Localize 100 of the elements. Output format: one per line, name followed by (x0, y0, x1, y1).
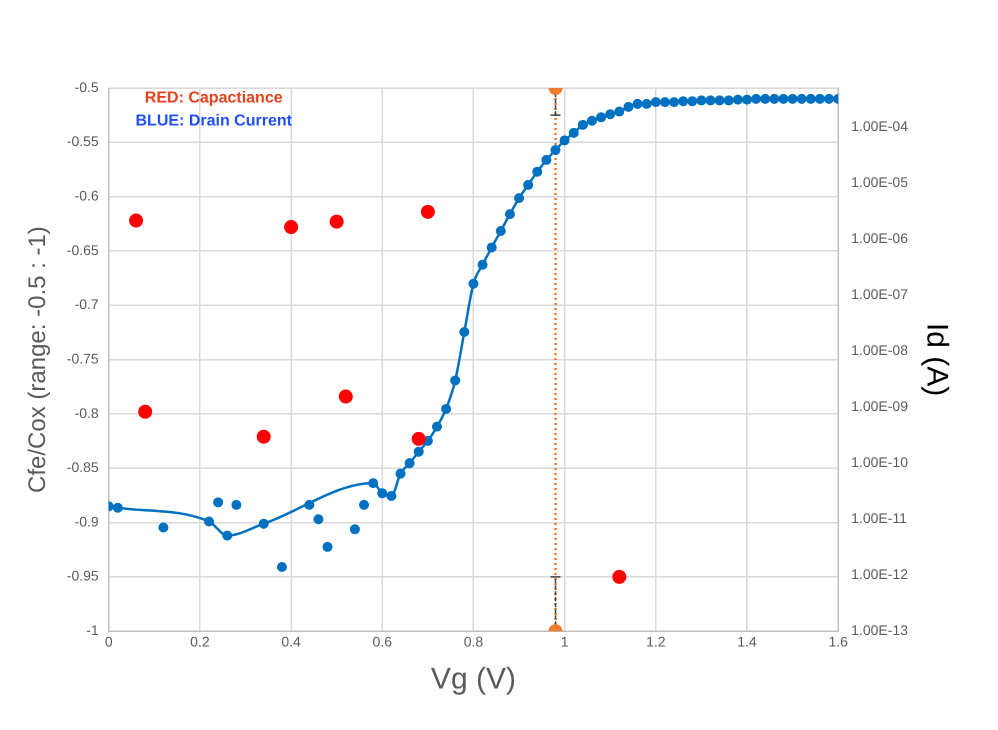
point (650, 97, 661, 108)
point (377, 488, 388, 498)
point (824, 94, 834, 104)
y2-tick-label: 1.00E-09 (851, 398, 908, 414)
point (751, 94, 762, 104)
point (806, 94, 816, 104)
point (623, 102, 634, 112)
x-tick-label: 1.2 (646, 633, 666, 650)
y2-tick-label: 1.00E-07 (851, 286, 908, 302)
point (642, 98, 652, 109)
point (368, 478, 378, 488)
annotation: RED: Capactiance (144, 89, 283, 106)
point (322, 542, 333, 552)
point (504, 209, 515, 220)
point (724, 95, 734, 106)
point (687, 96, 698, 106)
y-tick-label: -0.5 (74, 78, 99, 95)
point (338, 390, 353, 404)
x-tick-label: 0.6 (372, 633, 392, 650)
point (158, 522, 168, 533)
point (222, 530, 232, 541)
point (660, 97, 670, 108)
point (706, 95, 716, 106)
y-tick-label: -0.85 (66, 459, 99, 476)
y2-tick-label: 1.00E-13 (851, 622, 908, 638)
point (231, 500, 242, 510)
point (129, 214, 144, 228)
point (204, 516, 214, 526)
y2-tick-label: 1.00E-05 (851, 174, 908, 190)
y-tick-label: -0.9 (74, 513, 99, 530)
point (468, 278, 478, 289)
point (396, 468, 406, 479)
x-tick-label: 1.4 (737, 633, 757, 650)
point (632, 98, 643, 109)
point (523, 180, 534, 190)
point (313, 514, 324, 524)
point (258, 518, 269, 529)
y-tick-label: -0.8 (74, 404, 99, 421)
point (404, 458, 415, 468)
y-tick-label: -0.75 (66, 350, 99, 366)
point (412, 432, 426, 446)
y2-tick-label: 1.00E-08 (851, 342, 908, 358)
y-tick-label: -0.95 (66, 568, 99, 584)
point (612, 570, 626, 584)
point (414, 446, 424, 457)
y-tick-label: -0.6 (74, 188, 99, 204)
y2-tick-label: 1.00E-12 (851, 566, 908, 582)
point (441, 404, 452, 414)
y2-axis-title: Id (A) (920, 322, 954, 396)
y2-tick-label: 1.00E-04 (851, 118, 908, 134)
point (541, 154, 552, 165)
point (276, 562, 287, 572)
y-tick-label: -0.55 (66, 133, 99, 150)
point (138, 404, 152, 419)
y2-tick-label: 1.00E-11 (851, 510, 908, 526)
y2-tick-label: 1.00E-10 (851, 454, 908, 470)
point (532, 166, 542, 177)
point (359, 500, 370, 510)
x-tick-label: 0 (104, 633, 113, 650)
x-tick-label: 0.8 (464, 633, 484, 650)
point (614, 106, 624, 117)
point (578, 120, 588, 130)
point (420, 204, 435, 219)
point (814, 94, 825, 104)
point (486, 242, 497, 252)
point (330, 214, 344, 229)
point (112, 502, 123, 513)
annotation: BLUE: Drain Current (135, 112, 293, 130)
point (605, 109, 616, 120)
point (350, 524, 360, 534)
point (450, 375, 460, 386)
point (568, 128, 579, 138)
point (284, 220, 298, 234)
x-axis-title: Vg (V) (430, 662, 516, 696)
point (714, 95, 725, 106)
point (732, 94, 743, 105)
point (213, 497, 224, 508)
x-tick-label: 1 (560, 633, 569, 650)
point (678, 96, 688, 106)
point (256, 430, 271, 444)
point (760, 94, 770, 104)
point (788, 94, 798, 104)
point (586, 116, 597, 126)
point (769, 94, 780, 104)
point (596, 112, 606, 122)
x-tick-label: 0.4 (281, 633, 302, 650)
point (432, 422, 442, 432)
y-axis-title: Cfe/Cox (range: -0.5 : -1) (24, 226, 52, 493)
point (560, 135, 570, 146)
x-tick-label: 1.6 (828, 633, 848, 650)
y2-tick-label: 1.00E-06 (851, 230, 908, 246)
point (669, 97, 680, 108)
point (514, 193, 524, 204)
y-tick-label: -1 (86, 622, 99, 638)
x-tick-label: 0.2 (190, 633, 210, 650)
y-tick-label: -0.65 (66, 242, 99, 258)
point (550, 145, 561, 156)
point (796, 94, 807, 104)
point (496, 226, 506, 236)
point (459, 326, 470, 337)
